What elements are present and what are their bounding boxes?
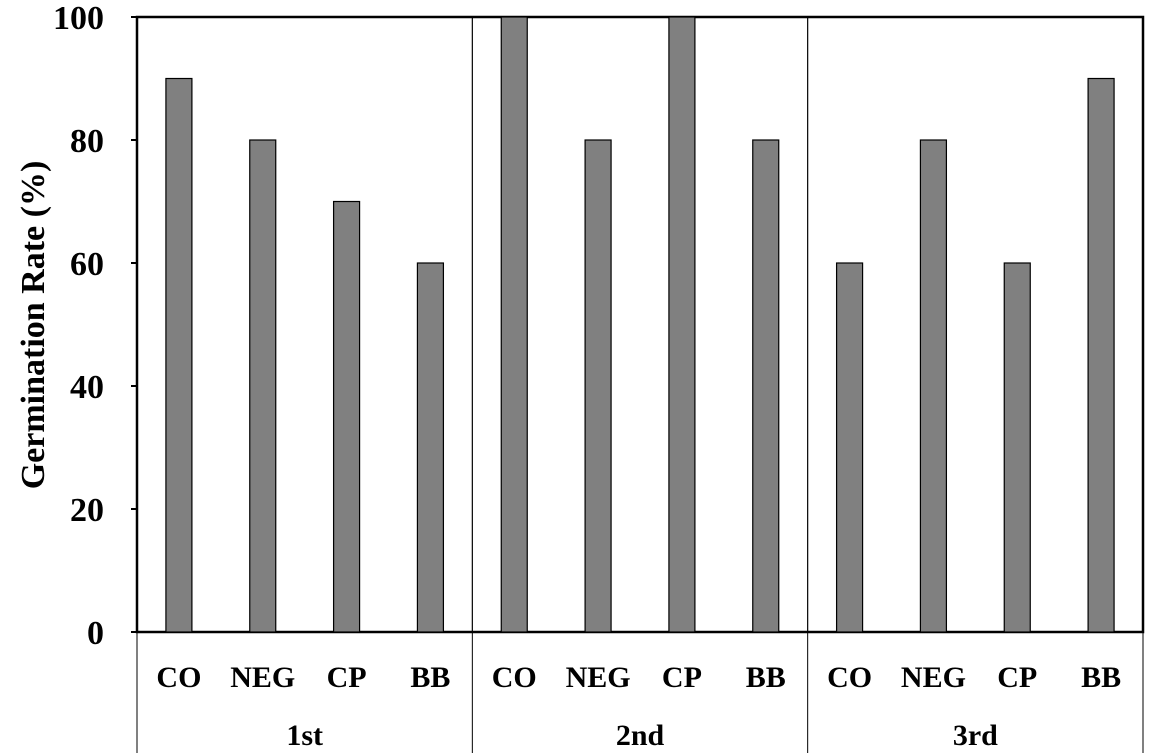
x-category-label: NEG — [230, 661, 295, 694]
y-tick-label: 20 — [70, 492, 104, 529]
bar-1st-CO — [165, 77, 193, 633]
bar-1st-BB — [416, 262, 445, 633]
y-tick-label: 80 — [70, 123, 104, 160]
x-category-label: CO — [156, 661, 201, 694]
x-group-label: 3rd — [953, 719, 998, 752]
plot-frame — [135, 15, 1145, 634]
x-category-label: CO — [492, 661, 537, 694]
x-group-label: 1st — [286, 719, 323, 752]
x-category-label: BB — [1081, 661, 1121, 694]
bar-2nd-CO — [500, 16, 528, 633]
y-tick-label: 40 — [70, 369, 104, 406]
x-category-label: BB — [410, 661, 450, 694]
x-category-label: CP — [997, 661, 1037, 694]
bar-2nd-CP — [668, 16, 696, 633]
bar-1st-CP — [332, 200, 361, 633]
y-tick-label: 0 — [87, 615, 104, 652]
bar-1st-NEG — [249, 139, 277, 633]
bar-3rd-CO — [835, 262, 864, 633]
x-category-label: NEG — [901, 661, 966, 694]
x-category-label: CO — [827, 661, 872, 694]
x-category-label: CP — [327, 661, 367, 694]
plot-area: 0 20 40 60 80 100 CO NEG CP BB 1st CO NEG CP BB 2nd CO NE… — [53, 0, 1145, 753]
y-axis-title: Germination Rate (%) — [15, 161, 52, 490]
y-tick-label: 100 — [53, 0, 104, 37]
x-category-label: NEG — [566, 661, 631, 694]
bar-3rd-NEG — [919, 139, 948, 633]
bar-2nd-BB — [752, 139, 780, 633]
x-category-label: BB — [746, 661, 786, 694]
bar-3rd-BB — [1087, 77, 1115, 633]
bar-2nd-NEG — [584, 139, 612, 633]
bar-3rd-CP — [1003, 262, 1031, 633]
y-tick-label: 60 — [70, 246, 104, 283]
x-category-label: CP — [662, 661, 702, 694]
x-group-label: 2nd — [616, 719, 665, 752]
